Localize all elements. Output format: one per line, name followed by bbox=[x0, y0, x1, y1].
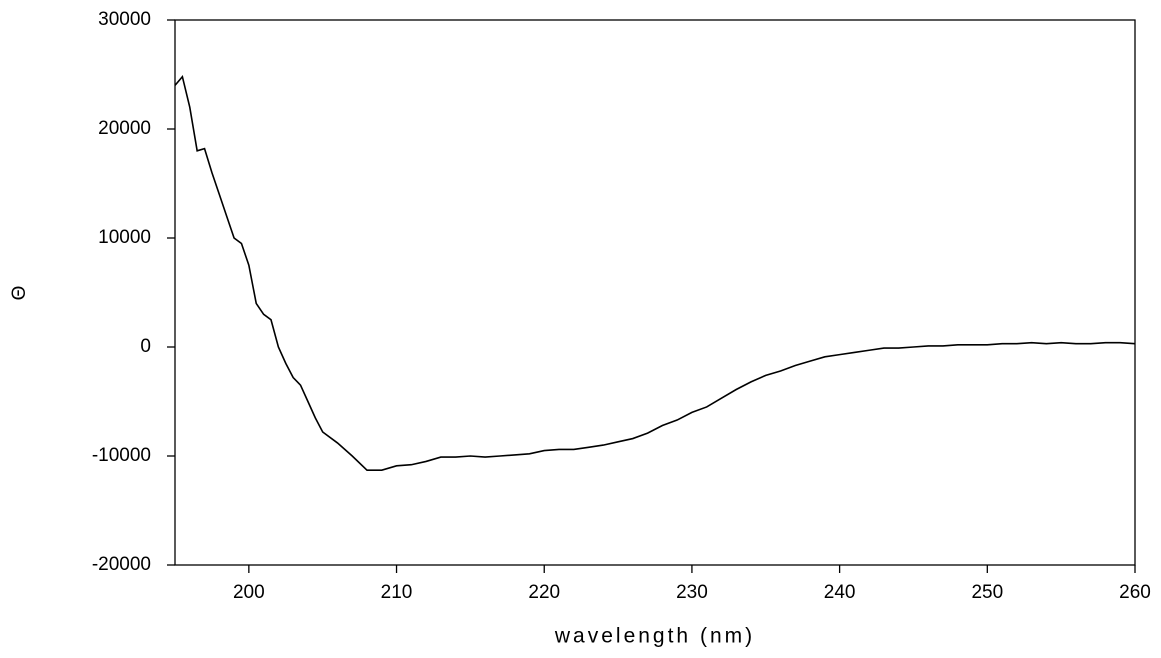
y-tick-label: 10000 bbox=[98, 227, 151, 248]
data-line bbox=[174, 74, 1136, 471]
y-tick-label: -10000 bbox=[92, 445, 151, 466]
x-tick-label: 250 bbox=[971, 582, 1003, 603]
x-tick-label: 260 bbox=[1119, 582, 1151, 603]
x-tick-label: 210 bbox=[381, 582, 413, 603]
y-tick-label: 0 bbox=[140, 336, 151, 357]
plot-frame bbox=[174, 19, 1136, 566]
y-tick-label: 30000 bbox=[98, 9, 151, 30]
y-axis-label: Θ bbox=[9, 286, 30, 301]
x-tick-label: 240 bbox=[824, 582, 856, 603]
x-tick-label: 230 bbox=[676, 582, 708, 603]
x-axis-label: wavelength (nm) bbox=[554, 625, 755, 648]
y-tick-label: 20000 bbox=[98, 118, 151, 139]
x-tick-label: 220 bbox=[528, 582, 560, 603]
x-tick-label: 200 bbox=[233, 582, 265, 603]
y-tick-label: -20000 bbox=[92, 554, 151, 575]
